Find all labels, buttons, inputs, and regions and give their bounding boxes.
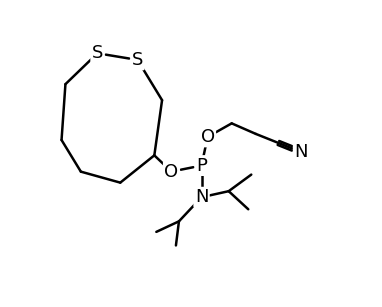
Text: S: S — [92, 44, 103, 62]
Text: O: O — [164, 163, 178, 181]
Text: N: N — [294, 143, 308, 161]
Text: S: S — [132, 51, 143, 69]
Text: P: P — [196, 157, 207, 175]
Text: O: O — [201, 128, 215, 146]
Text: N: N — [195, 188, 208, 206]
